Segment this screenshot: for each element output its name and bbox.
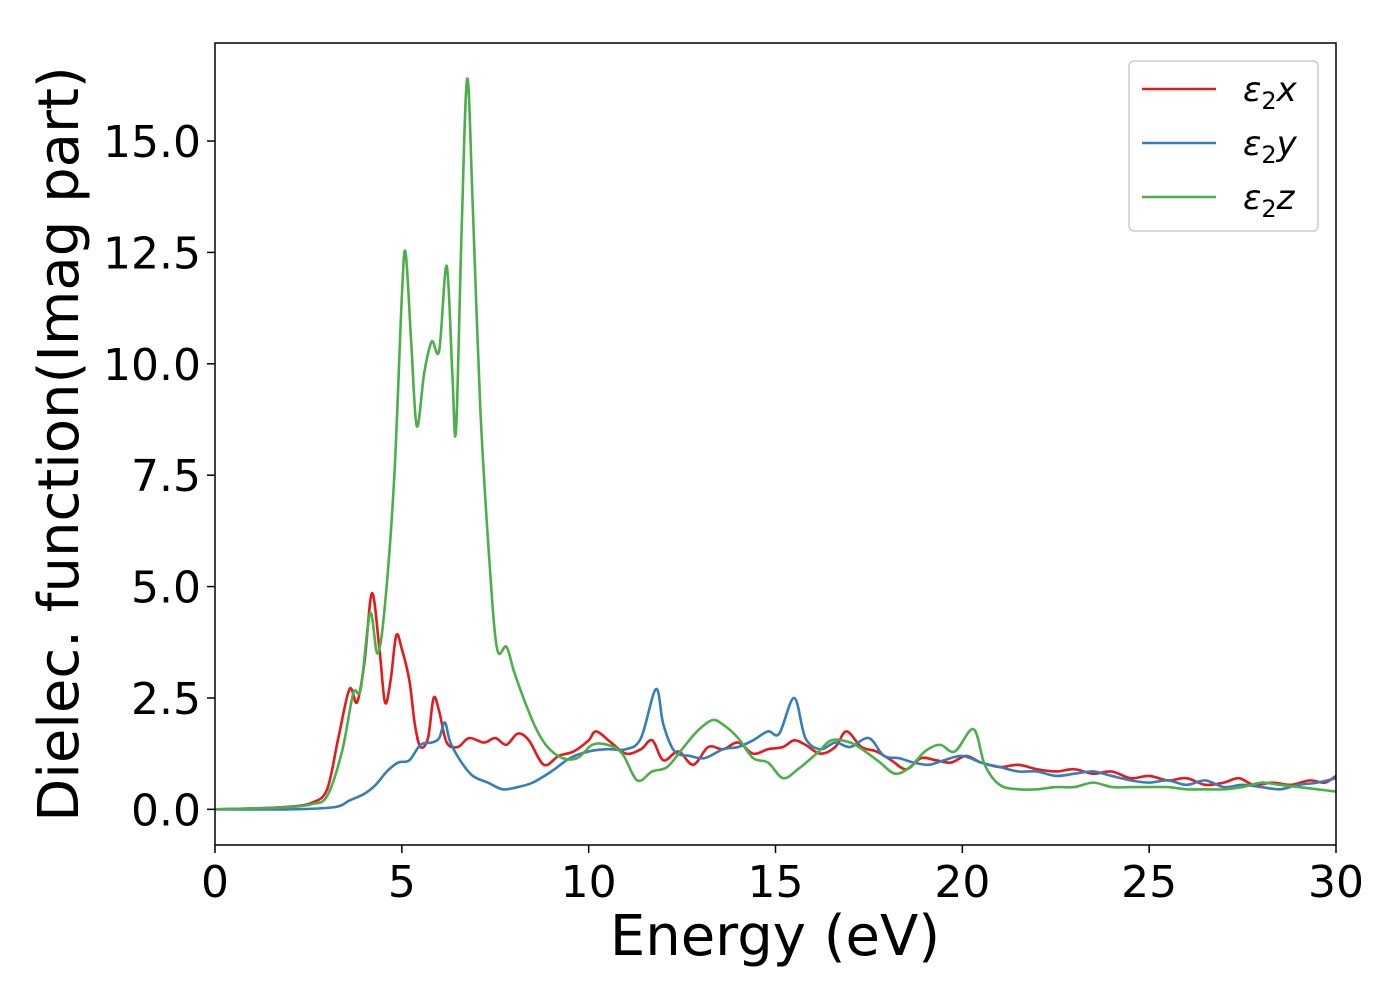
legend-label-eps2x: ε2x bbox=[1243, 70, 1298, 115]
y-tick-label: 10.0 bbox=[103, 340, 201, 391]
y-axis-ticks: 0.0 2.5 5.0 7.5 10.0 12.5 15.0 bbox=[103, 117, 215, 836]
y-tick-label: 15.0 bbox=[103, 117, 201, 168]
series-line-eps2z bbox=[215, 77, 1336, 811]
legend: ε2x ε2y ε2z bbox=[1128, 60, 1319, 232]
legend-label-eps2z: ε2z bbox=[1243, 178, 1296, 223]
x-tick-label: 30 bbox=[1308, 857, 1364, 908]
x-tick-label: 0 bbox=[201, 857, 229, 908]
y-tick-label: 0.0 bbox=[131, 785, 201, 836]
y-tick-label: 5.0 bbox=[131, 563, 201, 614]
y-tick-label: 7.5 bbox=[131, 451, 201, 502]
series-line-eps2y bbox=[215, 687, 1336, 811]
y-axis-title: Dielec. function(Imag part) bbox=[27, 66, 92, 822]
x-axis-title: Energy (eV) bbox=[610, 904, 940, 969]
y-tick-label: 12.5 bbox=[103, 228, 201, 279]
legend-label-eps2y: ε2y bbox=[1243, 124, 1298, 169]
x-tick-label: 5 bbox=[388, 857, 416, 908]
legend-items: ε2x ε2y ε2z bbox=[1142, 70, 1298, 223]
y-tick-label: 2.5 bbox=[131, 674, 201, 725]
x-axis-ticks: 0 5 10 15 20 25 30 bbox=[201, 845, 1364, 908]
x-tick-label: 10 bbox=[561, 857, 617, 908]
series-line-eps2x bbox=[215, 591, 1336, 811]
series-layer bbox=[215, 77, 1336, 811]
x-tick-label: 15 bbox=[748, 857, 804, 908]
x-tick-label: 20 bbox=[934, 857, 990, 908]
x-tick-label: 25 bbox=[1121, 857, 1177, 908]
legend-box bbox=[1128, 60, 1319, 232]
